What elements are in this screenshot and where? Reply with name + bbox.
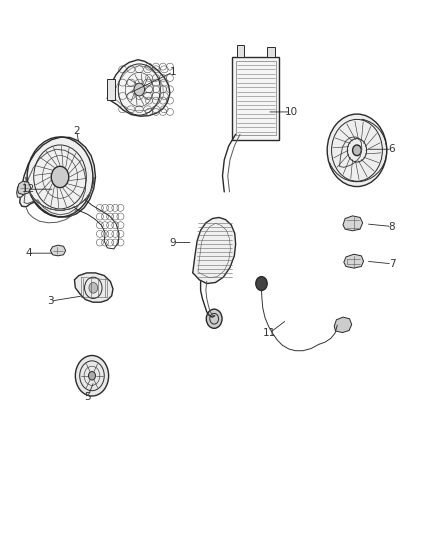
Circle shape bbox=[51, 166, 69, 188]
Bar bbox=[107, 79, 115, 100]
Bar bbox=[232, 57, 279, 140]
Text: 7: 7 bbox=[389, 259, 396, 269]
Polygon shape bbox=[74, 273, 113, 302]
Text: 1: 1 bbox=[170, 67, 177, 77]
Text: 2: 2 bbox=[73, 126, 80, 135]
Circle shape bbox=[327, 114, 387, 187]
Bar bbox=[267, 47, 275, 57]
Text: 12: 12 bbox=[22, 184, 35, 194]
Circle shape bbox=[134, 83, 145, 96]
Text: 4: 4 bbox=[25, 248, 32, 258]
Polygon shape bbox=[18, 181, 31, 195]
Bar bbox=[236, 61, 276, 135]
Polygon shape bbox=[334, 317, 352, 333]
Text: 3: 3 bbox=[47, 296, 54, 306]
Bar bbox=[237, 45, 244, 57]
Polygon shape bbox=[20, 137, 95, 217]
Circle shape bbox=[256, 277, 267, 290]
Circle shape bbox=[206, 309, 222, 328]
Text: 9: 9 bbox=[170, 238, 177, 247]
Polygon shape bbox=[343, 216, 363, 231]
Circle shape bbox=[88, 372, 95, 380]
Circle shape bbox=[89, 282, 98, 293]
Text: 6: 6 bbox=[389, 144, 396, 154]
Polygon shape bbox=[50, 245, 66, 256]
Polygon shape bbox=[17, 182, 24, 197]
Polygon shape bbox=[344, 254, 364, 268]
Polygon shape bbox=[193, 217, 236, 284]
Circle shape bbox=[353, 145, 361, 156]
Text: 10: 10 bbox=[285, 107, 298, 117]
Text: 8: 8 bbox=[389, 222, 396, 231]
Text: 5: 5 bbox=[84, 392, 91, 402]
Circle shape bbox=[75, 356, 109, 396]
Text: 11: 11 bbox=[263, 328, 276, 338]
Polygon shape bbox=[107, 60, 170, 116]
